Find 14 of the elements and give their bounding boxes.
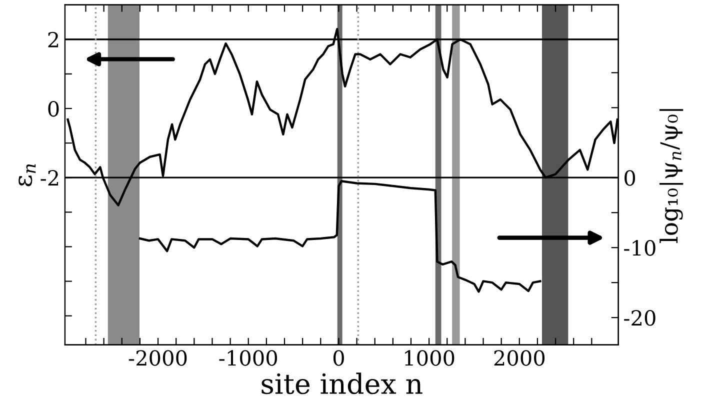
x-tick-label: 1000	[405, 350, 454, 366]
x-axis-title: site index n	[262, 372, 422, 394]
y-axis-title: ε$_{n}$	[18, 164, 36, 186]
x-tick-label: 0	[333, 350, 344, 366]
y2-tick-label: 0	[624, 170, 636, 186]
y-tick-label: 0	[48, 100, 59, 117]
y-tick-label: 2	[48, 32, 58, 48]
x-tick-label: -2000	[128, 350, 187, 366]
y-tick-label: -2	[40, 170, 58, 186]
y2-tick-label: -10	[624, 240, 656, 256]
x-tick-label: 2000	[494, 350, 545, 366]
y2-axis-title: log₁₀|ψ$_{n}$/ψ₀|	[660, 109, 684, 243]
x-tick-label: -1000	[219, 350, 278, 366]
y2-tick-label: -20	[624, 310, 656, 326]
